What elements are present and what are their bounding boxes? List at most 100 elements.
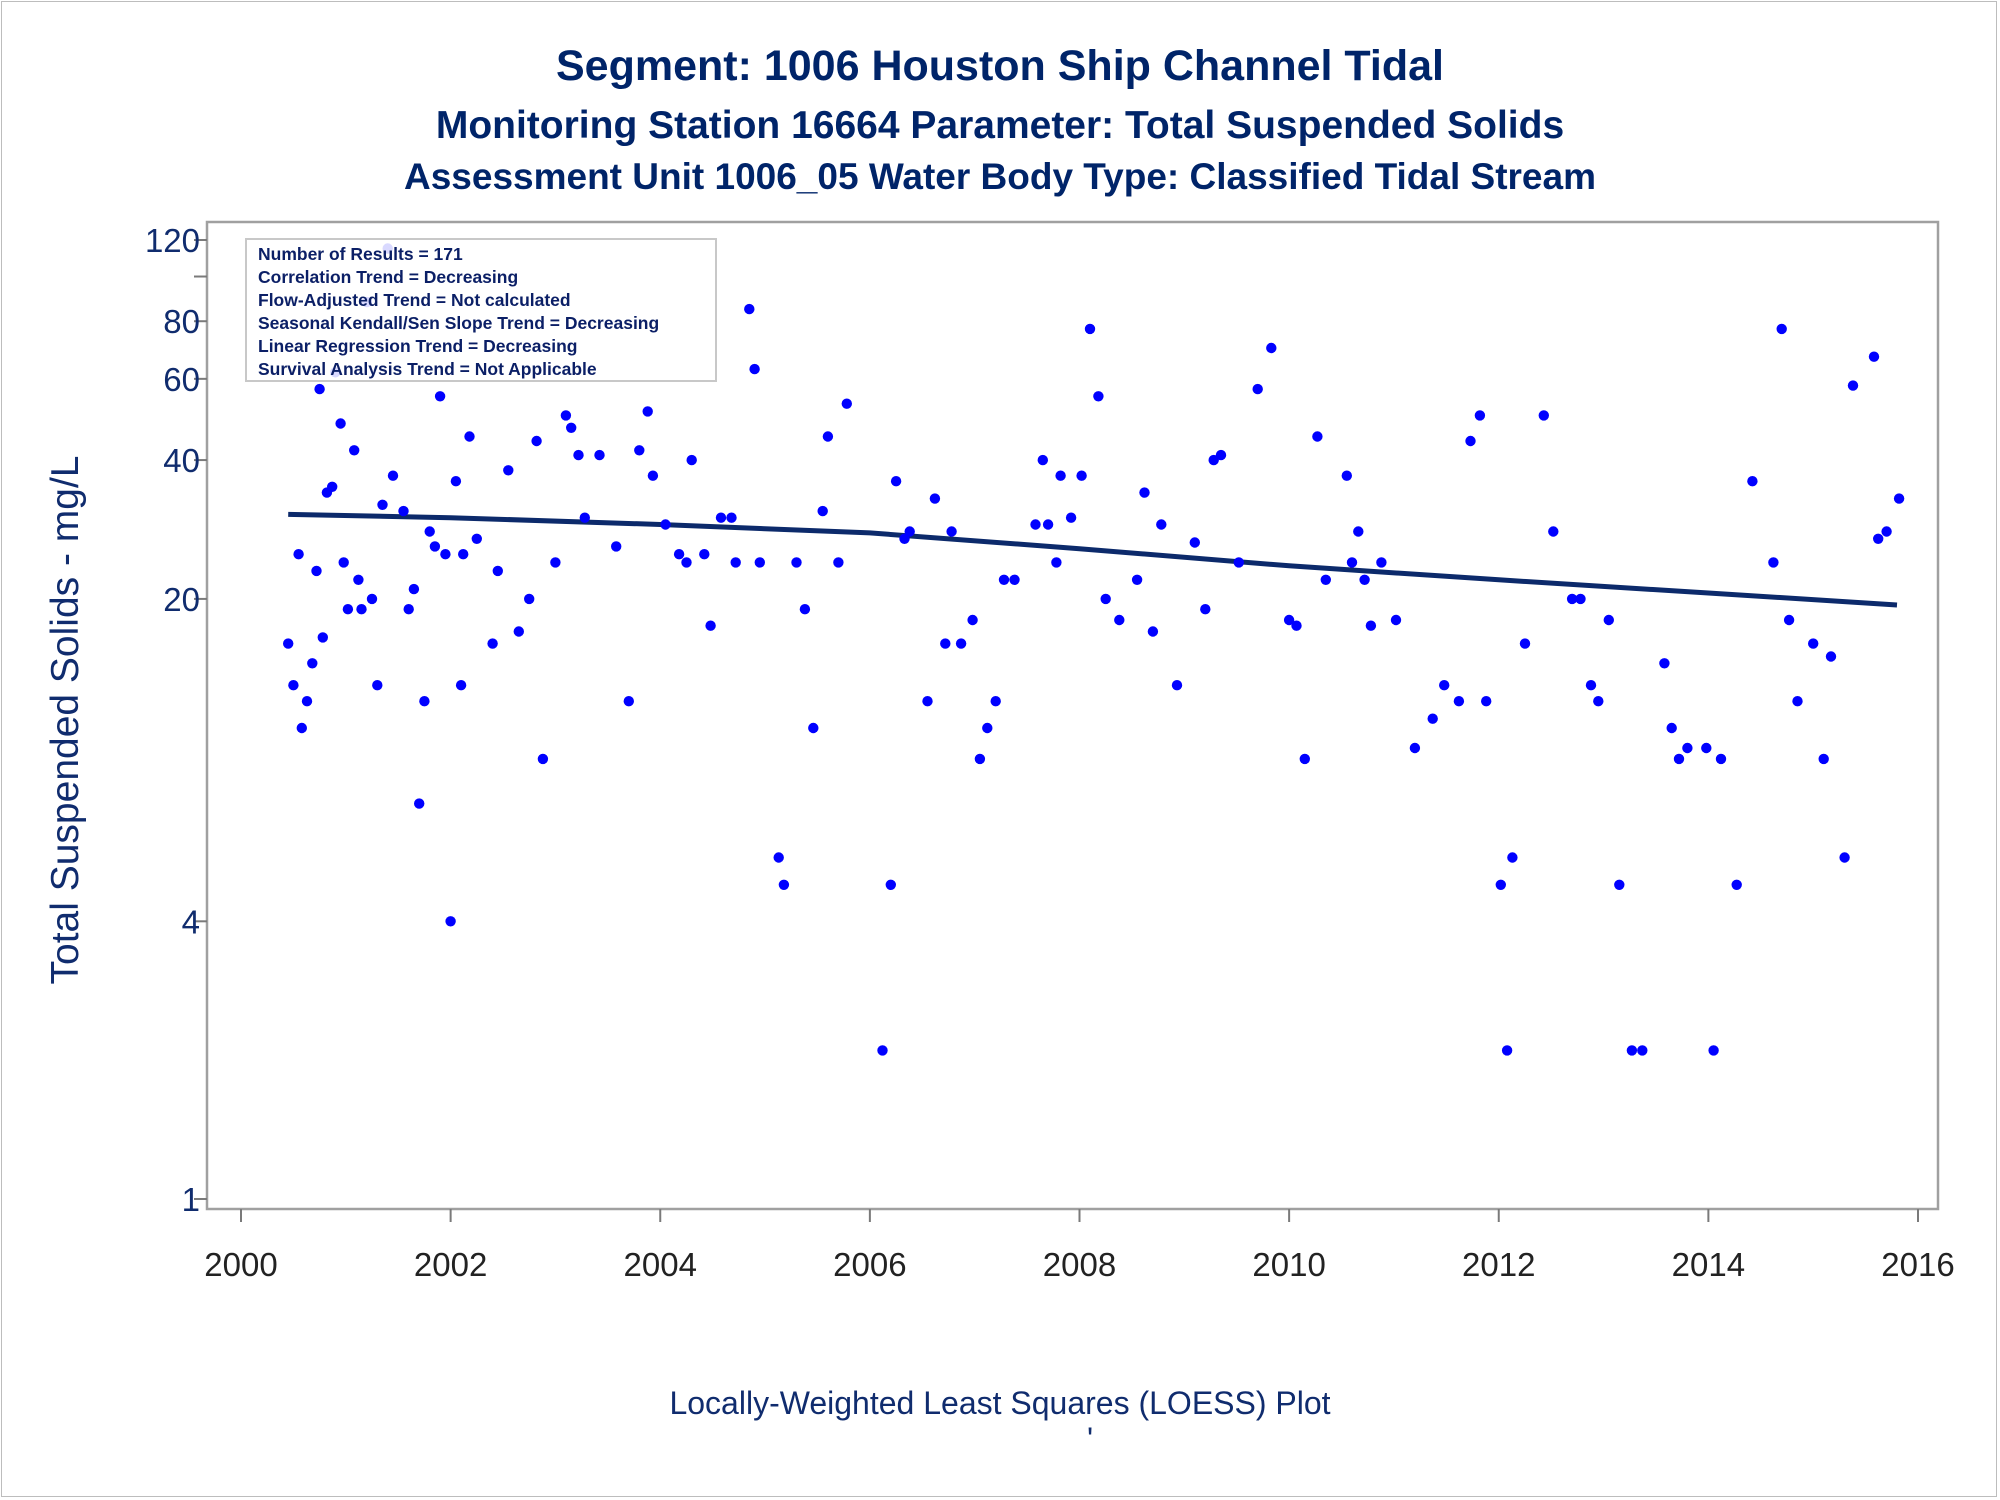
data-point (293, 549, 304, 560)
data-point (1233, 557, 1245, 568)
data-point (471, 533, 482, 544)
data-point (1171, 680, 1183, 691)
data-point (550, 557, 561, 568)
data-point (492, 565, 503, 577)
data-point (1100, 593, 1111, 605)
data-point (513, 626, 524, 637)
data-point (1084, 323, 1096, 335)
data-point (754, 557, 765, 568)
plot-area (205, 220, 1940, 1211)
data-point (1868, 351, 1880, 362)
data-point (990, 696, 1001, 707)
data-point (1519, 638, 1531, 649)
data-point (1893, 493, 1905, 504)
data-point (1708, 1045, 1719, 1056)
stats-flow-adjusted-trend: Flow-Adjusted Trend = Not calculated (258, 290, 571, 310)
data-point (998, 574, 1010, 585)
data-point (1873, 533, 1884, 544)
data-point (1189, 537, 1201, 548)
data-point (791, 557, 802, 568)
stats-correlation-trend: Correlation Trend = Decreasing (258, 267, 518, 287)
footnote: Locally-Weighted Least Squares (LOESS) P… (669, 1385, 1330, 1421)
data-point (642, 406, 653, 417)
x-tick-label: 2016 (1881, 1246, 1954, 1283)
data-point (1200, 604, 1211, 615)
data-point (424, 526, 435, 537)
x-axis: 2000 2002 2004 2006 2008 2010 2012 2014 2016 (204, 1209, 1955, 1283)
data-point (531, 435, 542, 447)
data-point (524, 593, 535, 605)
x-tick-label: 2004 (624, 1246, 697, 1283)
data-point (377, 499, 388, 510)
data-point (356, 604, 367, 615)
data-point (744, 303, 755, 315)
data-point (1715, 753, 1727, 765)
data-point (1042, 519, 1054, 530)
data-point (429, 541, 441, 552)
data-point (594, 449, 605, 461)
data-point (372, 680, 383, 691)
data-point (1673, 753, 1685, 765)
data-point (327, 481, 338, 492)
data-point (1637, 1045, 1648, 1056)
data-point (403, 604, 414, 615)
x-tick-label: 2010 (1252, 1246, 1325, 1283)
data-point (1427, 713, 1438, 724)
data-point (904, 526, 915, 537)
data-point (1312, 431, 1323, 442)
data-point (311, 565, 322, 577)
data-point (922, 696, 933, 707)
data-point (1847, 380, 1859, 391)
data-point (1453, 696, 1465, 707)
data-point (1538, 410, 1550, 421)
data-point (660, 519, 671, 530)
data-point (1065, 512, 1077, 523)
data-point (1390, 614, 1402, 626)
data-point (1839, 852, 1850, 863)
data-point (634, 445, 645, 456)
data-point (1501, 1045, 1513, 1056)
data-point (487, 638, 498, 649)
loess-trend-line (288, 511, 1898, 608)
data-point (1359, 574, 1370, 585)
data-point (647, 470, 659, 481)
y-tick-label: 40 (163, 442, 200, 479)
data-point (1603, 614, 1615, 626)
data-point (1252, 383, 1263, 395)
data-point (1783, 614, 1795, 626)
data-point (307, 658, 318, 669)
data-point (1731, 879, 1742, 890)
y-tick-label: 120 (145, 222, 200, 259)
data-point (1585, 680, 1597, 691)
data-point (445, 916, 456, 927)
data-point (730, 557, 741, 568)
data-point (1139, 487, 1150, 498)
data-point (301, 696, 313, 707)
data-point (817, 505, 828, 517)
data-point (408, 583, 420, 595)
data-point (686, 454, 697, 466)
stats-seasonal-kendall-trend: Seasonal Kendall/Sen Slope Trend = Decre… (258, 313, 659, 333)
data-point (573, 449, 584, 461)
data-point (1682, 742, 1693, 754)
data-point (673, 549, 685, 560)
data-point (1507, 852, 1518, 863)
data-point (1495, 879, 1507, 890)
data-point (955, 638, 967, 649)
data-point (1465, 435, 1476, 447)
data-point (366, 593, 378, 605)
data-point (1376, 557, 1387, 568)
data-point (681, 557, 692, 568)
y-axis: 1 4 20 40 60 80 120 (145, 222, 207, 1218)
data-point (1666, 722, 1677, 734)
data-point (1156, 519, 1167, 530)
stats-box: Number of Results = 171 Correlation Tren… (245, 238, 717, 382)
data-point (288, 680, 299, 691)
data-point (1808, 638, 1819, 649)
data-point (414, 798, 425, 809)
data-point (1747, 476, 1758, 487)
data-point (560, 410, 572, 421)
data-point (940, 638, 951, 649)
data-point (822, 431, 834, 442)
data-point (317, 632, 328, 643)
